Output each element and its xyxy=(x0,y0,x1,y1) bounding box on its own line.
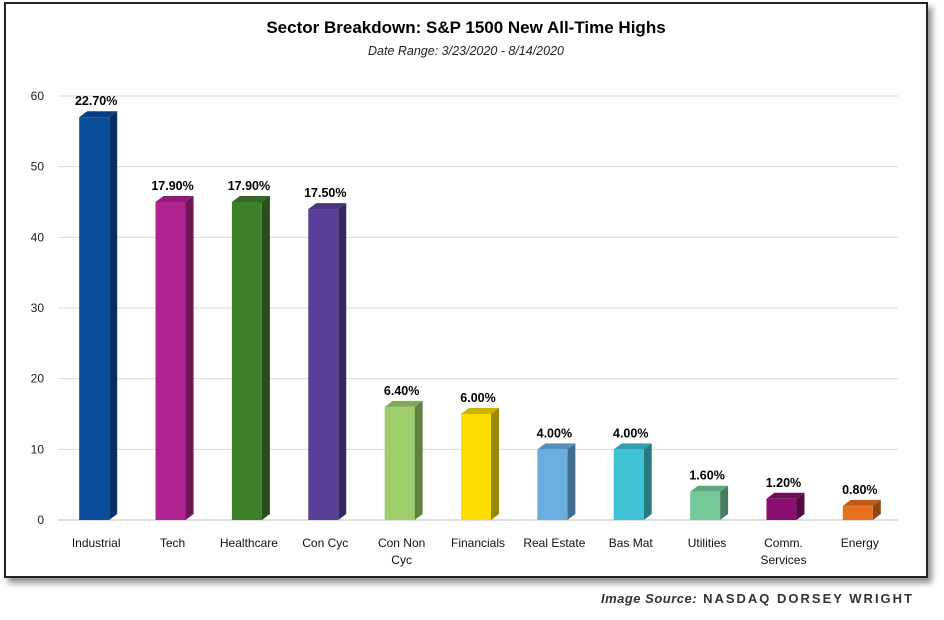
data-label: 17.50% xyxy=(304,186,346,200)
bar xyxy=(384,406,415,520)
image-source-label: Image Source: xyxy=(600,591,698,606)
y-tick-label: 30 xyxy=(31,301,45,315)
bar xyxy=(308,209,339,521)
data-label: 4.00% xyxy=(537,426,572,440)
y-tick-label: 50 xyxy=(31,160,45,174)
bar-side xyxy=(414,400,423,520)
bar-top xyxy=(308,203,347,210)
data-label: 6.40% xyxy=(384,384,419,398)
bar xyxy=(842,505,873,520)
x-tick-label: Comm. Services xyxy=(760,536,806,567)
bar xyxy=(690,491,721,520)
y-tick-label: 0 xyxy=(37,513,44,527)
image-source-brand: NASDAQ DORSEY WRIGHT xyxy=(703,591,914,606)
bar-side xyxy=(872,499,881,520)
bar-side xyxy=(796,492,805,520)
bar-top xyxy=(461,408,499,414)
data-label: 6.00% xyxy=(460,391,495,405)
data-label: 22.70% xyxy=(75,94,117,108)
data-label: 17.90% xyxy=(228,179,270,193)
bar-side xyxy=(185,196,194,520)
bar-side xyxy=(643,443,652,520)
bar xyxy=(79,117,110,520)
image-source: Image Source: NASDAQ DORSEY WRIGHT xyxy=(601,591,914,606)
bar-chart: 0 10 20 30 40 50 60 22.70% Industrial 17.90% Tech 1… xyxy=(31,89,898,567)
bar-side xyxy=(720,485,729,520)
bar-top xyxy=(155,196,194,202)
x-tick-label: Healthcare xyxy=(220,536,278,550)
chart-frame: Sector Breakdown: S&P 1500 New All-Time … xyxy=(4,2,928,578)
bar-top xyxy=(613,443,652,450)
bar-side xyxy=(261,196,270,520)
data-label: 17.90% xyxy=(151,179,193,193)
bar-side xyxy=(491,408,499,520)
bar xyxy=(461,414,491,520)
x-tick-label: Utilities xyxy=(688,536,727,550)
bar-top xyxy=(384,400,423,407)
data-label: 0.80% xyxy=(842,483,877,497)
data-label: 1.20% xyxy=(766,476,801,490)
bar-top xyxy=(537,443,576,450)
bar xyxy=(231,202,262,520)
x-tick-label: Industrial xyxy=(72,536,121,550)
x-tick-label: Con Non Cyc xyxy=(378,536,425,567)
bar-top xyxy=(79,111,118,118)
bar-top xyxy=(766,492,805,499)
bar-side xyxy=(338,203,347,521)
x-tick-label: Energy xyxy=(841,536,879,550)
bar xyxy=(613,449,644,520)
bar-top xyxy=(690,485,729,492)
x-tick-label: Bas Mat xyxy=(609,536,654,550)
data-label: 1.60% xyxy=(689,469,724,483)
x-tick-label: Real Estate xyxy=(523,536,585,550)
bar-side xyxy=(567,443,576,520)
y-tick-label: 20 xyxy=(31,372,45,386)
bar xyxy=(537,449,568,520)
bar-top xyxy=(842,499,881,506)
bar xyxy=(766,498,797,520)
y-tick-label: 10 xyxy=(31,442,45,456)
y-tick-label: 60 xyxy=(31,89,45,103)
x-tick-label: Tech xyxy=(160,536,185,550)
bar-top xyxy=(231,196,270,202)
x-tick-label: Financials xyxy=(451,536,505,550)
y-tick-label: 40 xyxy=(31,230,45,244)
chart-title: Sector Breakdown: S&P 1500 New All-Time … xyxy=(266,18,666,37)
bar xyxy=(155,202,186,520)
x-tick-label: Con Cyc xyxy=(302,536,348,550)
chart-subtitle: Date Range: 3/23/2020 - 8/14/2020 xyxy=(368,44,564,58)
bar-side xyxy=(109,111,118,520)
data-label: 4.00% xyxy=(613,426,648,440)
